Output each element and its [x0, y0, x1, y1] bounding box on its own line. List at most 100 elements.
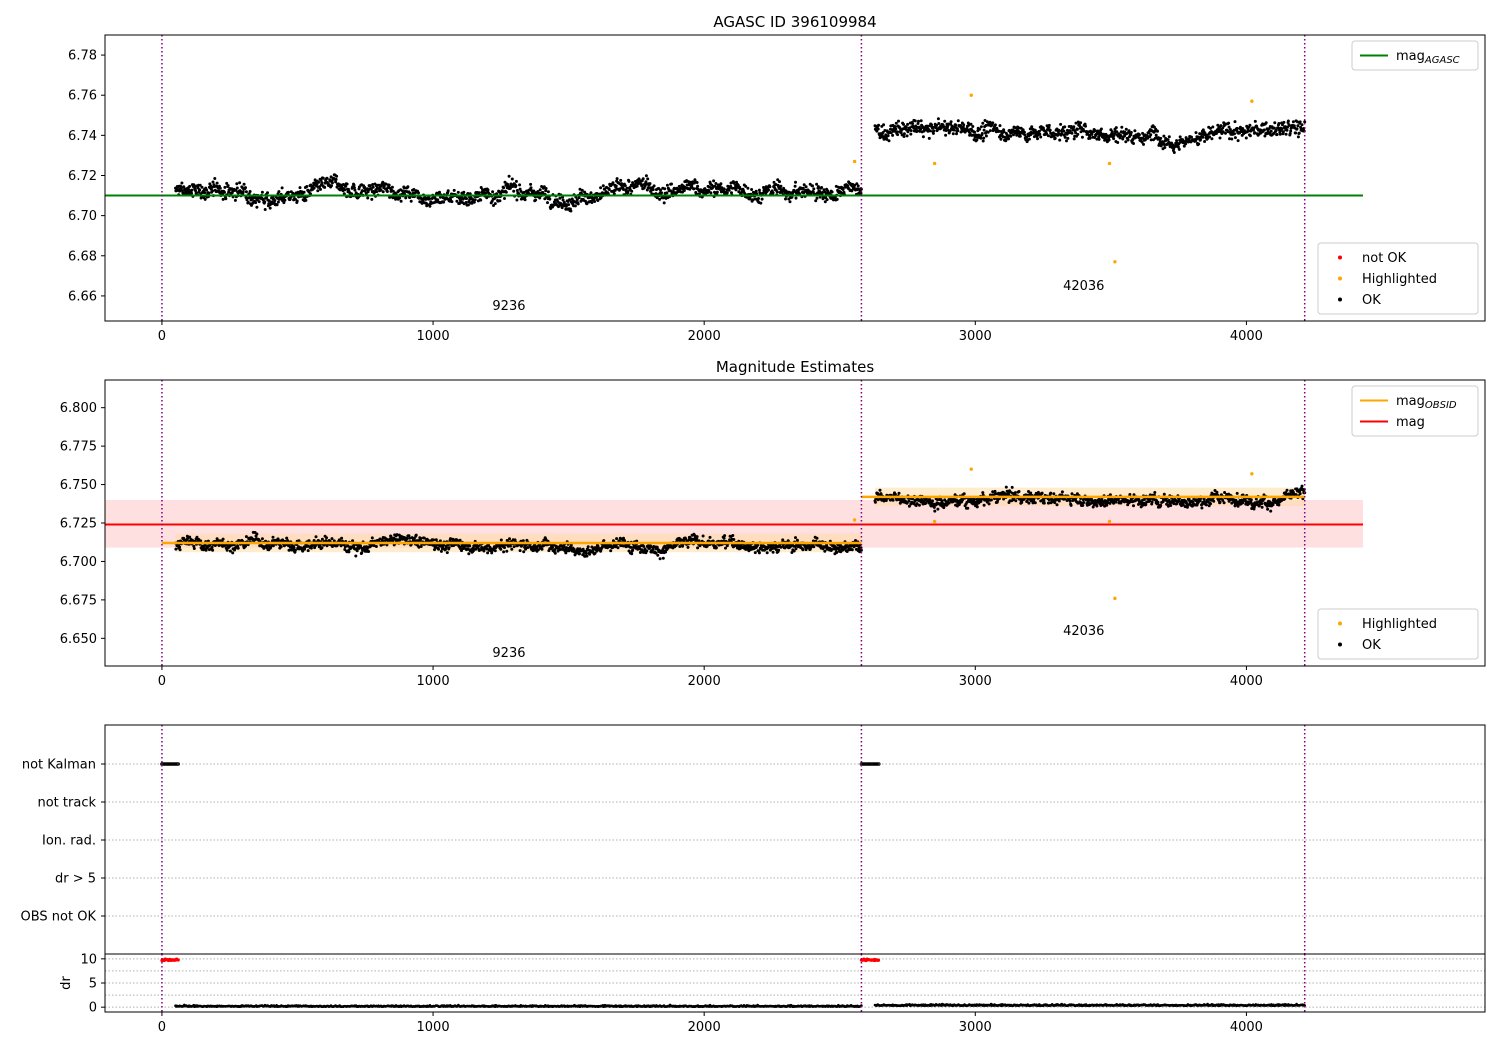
data-point-ok: [1099, 127, 1103, 131]
data-point-ok: [902, 135, 906, 138]
data-point-ok: [1112, 137, 1116, 141]
data-point-ok: [437, 547, 441, 551]
data-point-ok: [503, 546, 506, 550]
data-point-ok: [472, 200, 476, 204]
data-point-ok: [576, 202, 580, 206]
data-point-ok: [954, 123, 958, 127]
legend-label-main: not OK: [1362, 251, 1407, 266]
data-point-ok: [873, 124, 877, 128]
data-point-ok: [928, 498, 932, 502]
data-point-ok: [340, 536, 344, 540]
data-point-ok: [771, 550, 775, 554]
data-point-ok: [909, 132, 913, 136]
data-point-ok: [371, 185, 375, 189]
data-point-highlighted: [932, 161, 937, 166]
data-point-ok: [1211, 125, 1215, 129]
data-point-ok: [1095, 504, 1099, 508]
data-point-ok: [558, 196, 562, 200]
data-point-ok: [1126, 138, 1130, 142]
data-point-ok: [1260, 505, 1264, 509]
data-point-ok: [623, 184, 627, 188]
legend-swatch-dot: [1338, 255, 1342, 260]
data-point-ok: [979, 136, 983, 140]
data-point-ok: [740, 191, 743, 194]
data-point-ok: [1249, 498, 1253, 502]
data-point-ok: [801, 548, 805, 552]
data-point-ok: [515, 189, 519, 192]
data-point-ok: [244, 186, 247, 190]
data-point-ok: [266, 191, 269, 195]
data-point-ok: [688, 180, 692, 184]
data-point-ok: [1262, 128, 1266, 132]
data-point-ok: [369, 187, 373, 191]
data-point-ok: [1038, 132, 1042, 136]
data-point-ok: [859, 187, 863, 191]
data-point-ok: [515, 198, 519, 202]
data-point-ok: [952, 128, 956, 132]
data-point-ok: [499, 538, 503, 542]
data-point-ok: [317, 180, 321, 184]
y-tick-label: 6.78: [68, 49, 97, 64]
data-point-ok: [637, 177, 641, 181]
data-point-ok: [432, 538, 436, 542]
data-point-ok: [1150, 500, 1154, 504]
data-point-ok: [366, 196, 370, 200]
data-point-ok: [592, 197, 596, 201]
data-point-ok: [1124, 127, 1128, 131]
data-point-ok: [897, 119, 900, 123]
data-point-ok: [669, 189, 673, 193]
data-point-ok: [426, 203, 430, 207]
data-point-ok: [821, 191, 824, 194]
data-point-ok: [663, 187, 667, 191]
data-point-ok: [512, 189, 516, 193]
data-point-ok: [293, 548, 297, 552]
data-point-ok: [450, 200, 454, 204]
data-point-ok: [665, 183, 669, 187]
data-point-ok: [887, 139, 891, 143]
data-point-ok: [619, 178, 623, 182]
panel-title: AGASC ID 396109984: [713, 13, 876, 31]
data-point-ok: [260, 537, 264, 541]
data-point-ok: [1149, 133, 1153, 137]
data-point-ok: [178, 548, 182, 552]
data-point-ok: [932, 129, 936, 133]
data-point-ok: [775, 190, 779, 194]
data-point-ok: [493, 549, 497, 553]
data-point-ok: [794, 547, 798, 551]
data-point-ok: [495, 192, 499, 196]
data-point-ok: [1052, 492, 1056, 496]
data-point-ok: [927, 136, 931, 140]
data-point-ok: [1296, 124, 1300, 128]
data-point-ok: [991, 121, 995, 125]
data-point-ok: [1233, 136, 1237, 140]
data-point-ok: [635, 184, 639, 188]
data-point-ok: [179, 187, 183, 190]
data-point-ok: [933, 509, 937, 513]
data-point-ok: [287, 190, 290, 194]
data-point-ok: [1275, 133, 1279, 136]
data-point-ok: [612, 192, 616, 196]
data-point-ok: [1080, 135, 1084, 139]
data-point-ok: [1298, 120, 1302, 124]
data-point-ok: [455, 199, 459, 203]
data-point-ok: [1027, 501, 1031, 505]
data-point-ok: [654, 192, 658, 196]
data-point-ok: [1097, 137, 1101, 141]
data-point-ok: [1224, 131, 1227, 135]
data-point-ok: [615, 537, 619, 541]
data-point-ok: [1260, 502, 1264, 506]
data-point-ok: [344, 184, 348, 188]
data-point-ok: [695, 535, 699, 539]
data-point-highlighted: [1107, 519, 1112, 524]
data-point-ok: [235, 186, 239, 190]
data-point-ok: [1199, 138, 1203, 141]
data-point-ok: [370, 536, 374, 540]
data-point-ok: [254, 201, 258, 205]
data-point-ok: [894, 121, 898, 125]
data-point-ok: [1060, 490, 1064, 494]
data-point-ok: [1285, 128, 1289, 132]
data-point-ok: [601, 184, 605, 188]
x-tick-label: 2000: [688, 329, 721, 344]
